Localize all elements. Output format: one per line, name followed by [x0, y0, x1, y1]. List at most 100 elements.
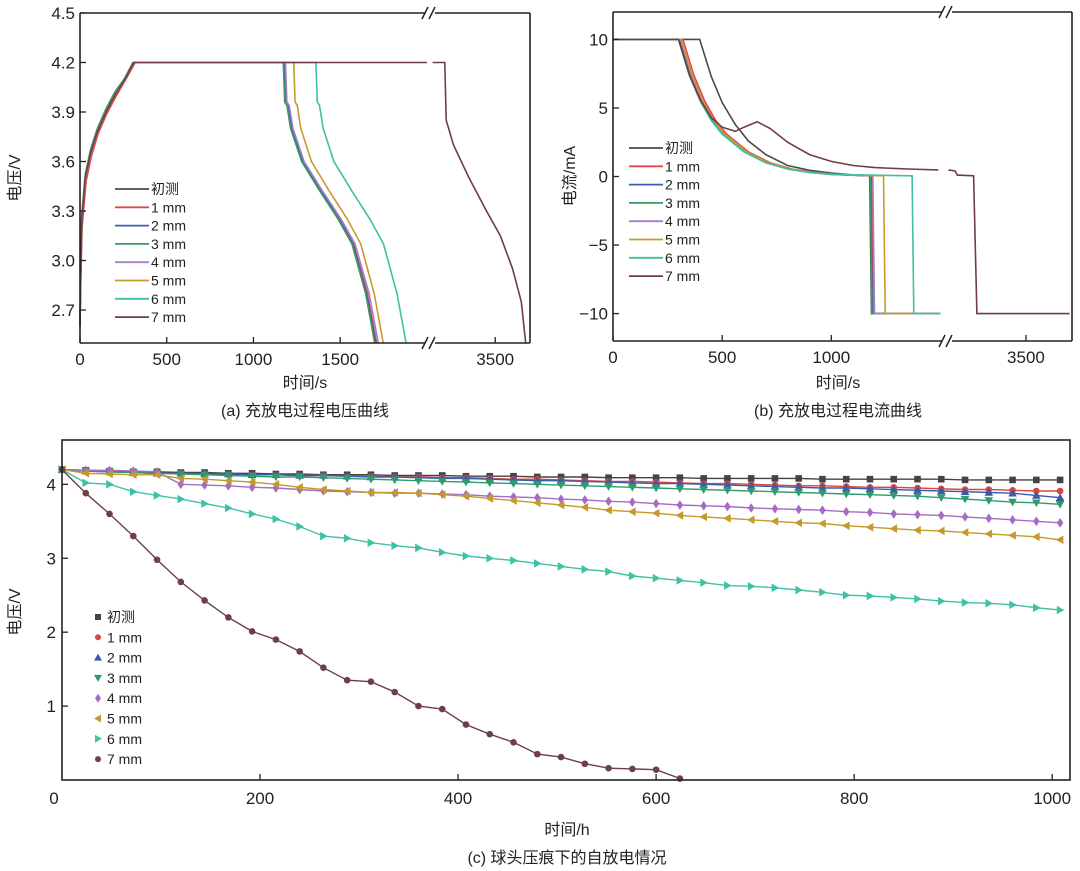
panel-a-x-tick-label: 500	[153, 350, 181, 369]
panel-a-caption: (a) 充放电过程电压曲线	[221, 402, 389, 420]
panel-c-point-3-mm	[200, 471, 209, 480]
panel-c-point-2-mm	[889, 485, 899, 493]
panel-c-point-5-mm	[152, 470, 161, 480]
panel-c-point-3-mm	[675, 485, 685, 494]
panel-c-x-tick-label: 800	[840, 789, 868, 808]
panel-c-point-7-mm	[676, 775, 684, 782]
panel-c-legend-label-initial: 初测	[107, 609, 135, 625]
panel-c-point-initial	[819, 475, 826, 483]
panel-b-xlabel: 时间/s	[816, 374, 860, 392]
panel-c-point-4-mm	[1056, 517, 1064, 528]
panel-a-series-7-mm-right	[432, 61, 527, 344]
panel-c-point-3-mm	[1008, 498, 1017, 507]
panel-c-point-7-mm	[177, 578, 185, 586]
panel-c-point-6-mm	[961, 598, 970, 607]
panel-c-point-3-mm	[818, 489, 827, 498]
panel-b-series-5-mm	[613, 38, 941, 315]
panel-c-point-2-mm	[865, 484, 875, 493]
panel-c-point-4-mm	[533, 492, 541, 503]
panel-c-point-6-mm	[890, 593, 899, 602]
panel-c-point-initial	[771, 475, 779, 482]
panel-c-point-initial	[700, 475, 707, 482]
panel-c-point-3-mm	[224, 472, 233, 480]
panel-c-point-initial	[629, 474, 636, 481]
panel-c-point-6-mm	[225, 503, 233, 513]
panel-c-frame	[61, 439, 1071, 781]
panel-c-point-6-mm	[747, 582, 756, 591]
panel-b-legend-label-7-mm: 7 mm	[665, 268, 700, 284]
panel-b-legend-label-4-mm: 4 mm	[665, 213, 700, 229]
panel-a-series-6-mm	[79, 61, 407, 344]
panel-b-x-tick-label: 0	[608, 348, 617, 367]
panel-a-break-mark	[428, 336, 436, 350]
panel-c-point-4-mm	[652, 498, 660, 509]
panel-c-point-2-mm	[960, 487, 970, 496]
panel-c-point-6-mm	[1056, 605, 1065, 615]
panel-c-point-3-mm	[1055, 501, 1065, 509]
panel-c-point-6-mm	[937, 596, 946, 606]
panel-b-break-mark	[945, 5, 953, 19]
panel-c-point-3-mm	[794, 489, 803, 497]
panel-c-point-5-mm	[818, 519, 826, 528]
panel-b-break-mark	[945, 334, 953, 348]
panel-c-point-initial	[1033, 476, 1040, 484]
panel-c-point-3-mm	[841, 490, 851, 499]
panel-c-point-6-mm	[676, 576, 685, 585]
panel-c-point-2-mm	[841, 483, 851, 492]
panel-c-point-6-mm	[581, 565, 590, 574]
panel-c-point-5-mm	[532, 498, 541, 508]
panel-c-self-discharge-chart: 0 200 400 600 800 1000 1 2 3 4 初测 1 mm 2 mm 3 mm 4 mm 5…	[47, 439, 1071, 808]
panel-a-x-tick-label: 3500	[476, 350, 514, 369]
panel-c-point-7-mm	[201, 597, 208, 604]
panel-c-caption: (c) 球头压痕下的自放电情况	[467, 849, 666, 867]
panel-c-point-3-mm	[271, 473, 281, 482]
panel-c-point-6-mm	[1033, 603, 1041, 613]
panel-c-legend-marker-5-mm	[94, 714, 101, 723]
panel-c-point-6-mm	[985, 599, 994, 608]
panel-c-y-tick-label: 1	[47, 697, 56, 716]
panel-c-point-3-mm	[414, 477, 423, 485]
panel-c-point-5-mm	[176, 474, 185, 483]
panel-b-series-3-mm	[613, 38, 941, 315]
panel-c-x-tick-label: 400	[444, 789, 472, 808]
panel-c-x-tick-label: 200	[246, 789, 274, 808]
panel-c-series-7-mm	[61, 469, 681, 780]
panel-c-point-6-mm	[320, 531, 328, 541]
panel-c-point-4-mm	[795, 504, 802, 515]
panel-a-x-tick-label: 0	[75, 350, 84, 369]
panel-c-point-6-mm	[248, 509, 257, 519]
panel-c-point-4-mm	[629, 497, 636, 507]
panel-c-point-6-mm	[771, 583, 780, 593]
panel-b-current-chart: 0 500 1000 3500 −10 −5 0 5 10 初测 1 mm 2 mm 3 mm 4 mm 5…	[579, 5, 1073, 367]
panel-a-series-2-mm	[79, 61, 377, 344]
panel-c-point-5-mm	[414, 488, 422, 498]
panel-c-point-3-mm	[509, 480, 518, 488]
panel-c-legend-label-4-mm: 4 mm	[107, 690, 142, 706]
panel-c-point-initial	[747, 475, 755, 482]
panel-c-point-2-mm	[699, 480, 708, 488]
panel-c-point-4-mm	[605, 496, 612, 507]
panel-a-y-tick-label: 3.6	[51, 153, 75, 172]
panel-c-point-7-mm	[652, 766, 660, 773]
panel-a-y-tick-label: 4.2	[51, 54, 75, 73]
panel-c-point-6-mm	[724, 581, 732, 590]
panel-c-point-initial	[581, 473, 589, 481]
panel-c-point-6-mm	[343, 534, 352, 543]
panel-b-caption: (b) 充放电过程电流曲线	[754, 402, 922, 420]
panel-c-point-5-mm	[651, 508, 660, 518]
panel-c-point-6-mm	[819, 587, 827, 597]
panel-c-point-7-mm	[415, 702, 422, 710]
panel-a-break-gap	[425, 7, 435, 19]
panel-c-point-7-mm	[367, 678, 375, 685]
panel-a-legend-label-7-mm: 7 mm	[151, 309, 186, 325]
panel-c-legend-marker-initial	[95, 614, 101, 620]
panel-b-legend-label-5-mm: 5 mm	[665, 232, 700, 248]
panel-c-point-4-mm	[771, 503, 779, 514]
panel-b-series-4-mm	[613, 38, 941, 315]
panel-c-point-2-mm	[936, 486, 946, 495]
panel-c-point-6-mm	[866, 591, 875, 601]
panel-c-point-initial	[1056, 476, 1064, 484]
panel-c-point-3-mm	[319, 474, 328, 482]
panel-c-point-5-mm	[699, 512, 707, 522]
